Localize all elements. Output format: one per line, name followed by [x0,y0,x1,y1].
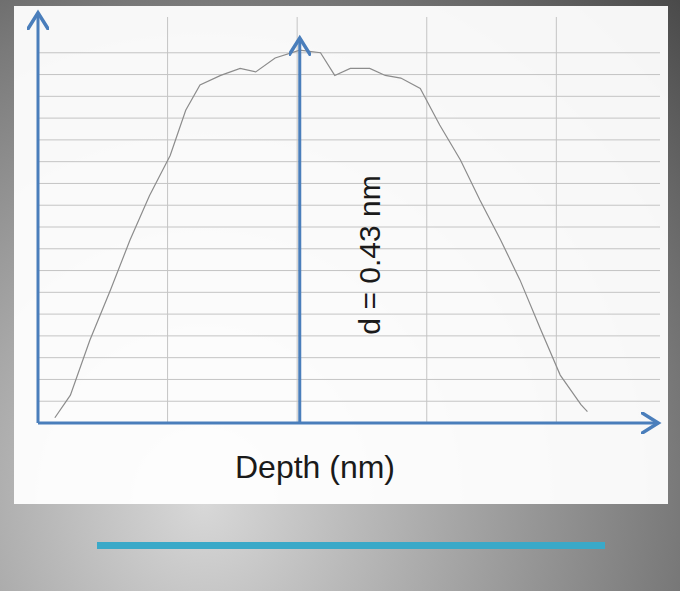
depth-arrow [298,40,301,423]
grid-line-x [167,17,168,423]
profile-line [55,50,588,418]
grid-line-y [38,335,660,336]
y-axis [38,15,39,423]
grid-line-x [556,17,557,423]
grid-line-y [38,357,660,358]
grid-line-y [38,183,660,184]
grid-line-y [38,314,660,315]
grid-line-y [38,205,660,206]
grid-line-y [38,139,660,140]
grid-line-y [38,270,660,271]
grid-line-y [38,74,660,75]
annotation: d = 0.43 nm [353,175,386,334]
chart: d = 0.43 nm Depth (nm) [0,0,680,591]
grid-line-y [38,96,660,97]
grid-line-y [38,248,660,249]
x-axis-title: Depth (nm) [235,449,395,485]
grid-line-y [38,379,660,380]
grid-line-y [38,401,660,402]
grid-line-y [38,292,660,293]
x-axis [38,423,656,424]
axis-line [38,422,656,425]
grid-line-y [38,227,660,228]
series [55,50,588,418]
grid-line-x [297,17,298,423]
axis-line [37,15,40,423]
plot [38,15,660,423]
grid [38,17,660,423]
grid-line-y [38,161,660,162]
panel-background [14,6,668,504]
grid-line-y [38,52,660,53]
scale-bar [97,542,605,549]
grid-line-y [38,118,660,119]
grid-line-x [426,17,427,423]
